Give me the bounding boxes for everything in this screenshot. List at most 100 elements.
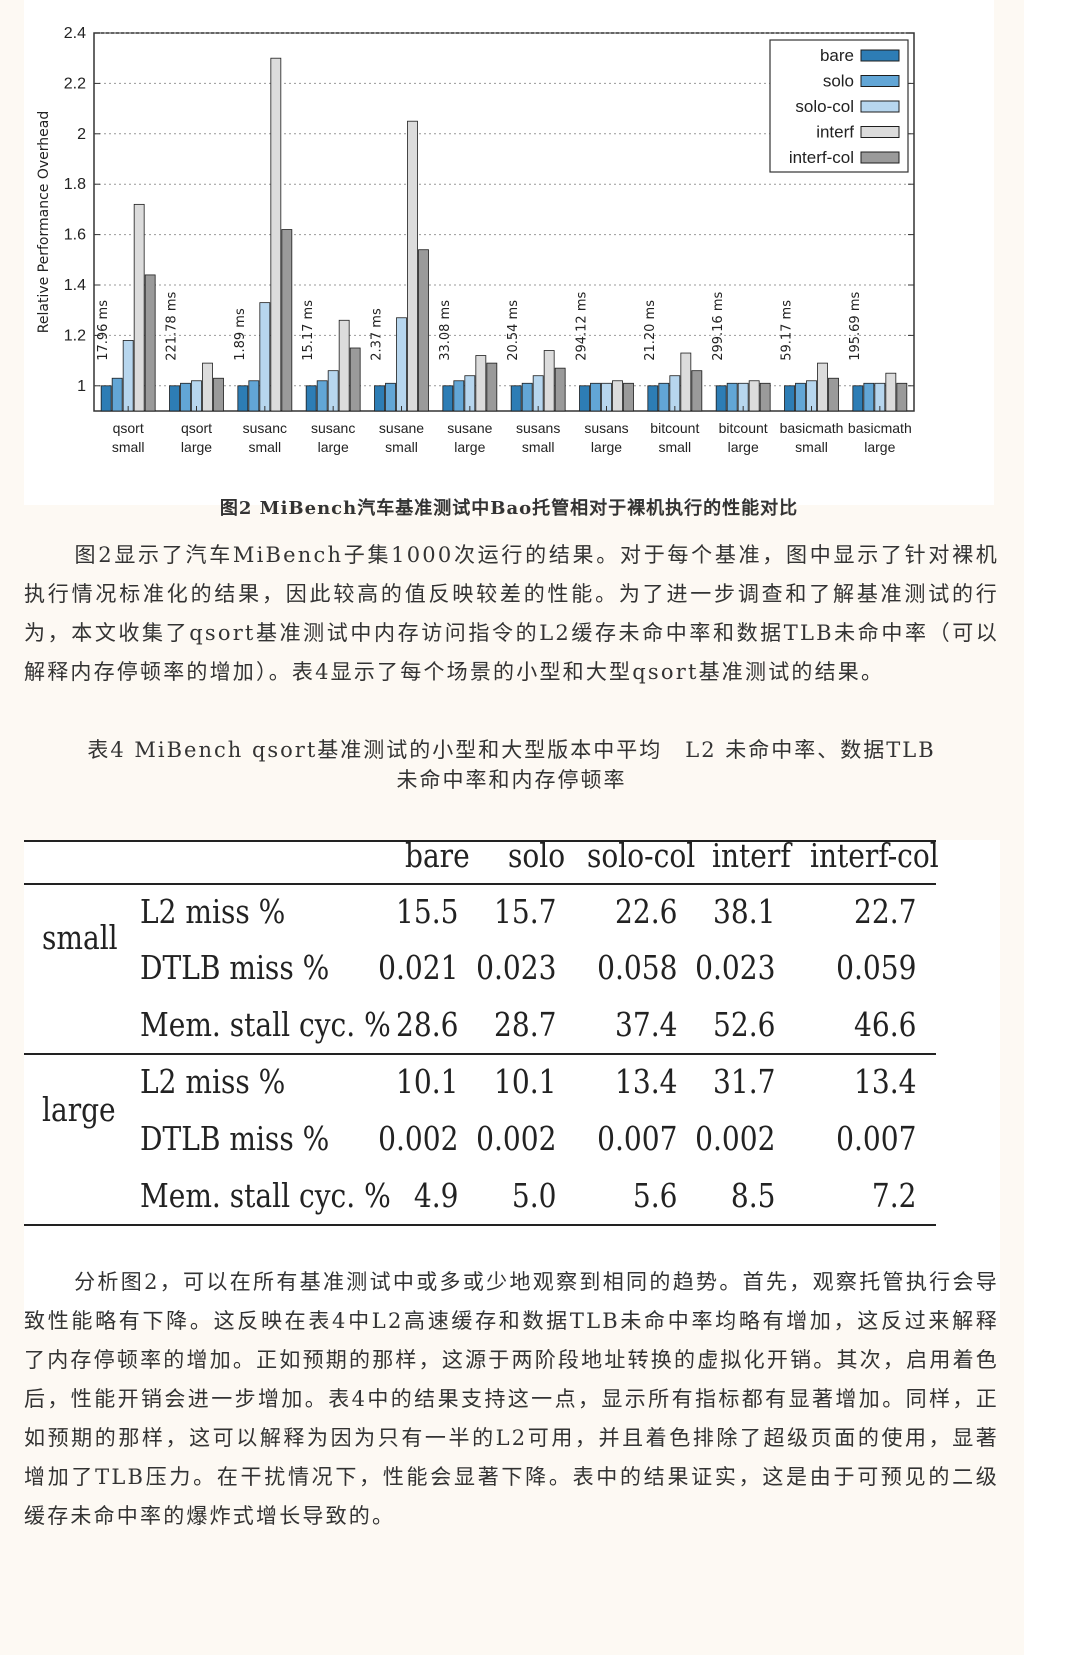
- bar-bare: [852, 385, 864, 412]
- legend-swatch: [860, 49, 900, 62]
- paragraph-1: 图2显示了汽车MiBench子集1000次运行的结果。对于每个基准，图中显示了针…: [24, 536, 999, 692]
- table-cell-value: 13.4: [853, 1062, 916, 1101]
- metric-label: L2 miss %: [140, 892, 286, 931]
- bar-solo-col: [122, 340, 134, 412]
- bar-interf: [407, 120, 418, 412]
- bar-interf: [338, 319, 350, 412]
- column-header: interf-col: [810, 836, 939, 875]
- x-tick-label: basicmath: [848, 420, 912, 436]
- table-cell-value: 0.058: [596, 948, 677, 987]
- table-cell-value: 31.7: [712, 1062, 775, 1101]
- y-tick-label: 1.6: [64, 227, 86, 244]
- x-tick-label: large: [728, 439, 759, 455]
- bar-interf-col: [896, 382, 908, 412]
- bar-solo: [316, 380, 328, 412]
- bar-bare: [374, 385, 385, 412]
- baseline-time-label: 294.12 ms: [575, 292, 590, 361]
- x-tick-label: susanc: [311, 420, 355, 436]
- baseline-time-label: 17.96 ms: [96, 300, 111, 361]
- table-cell-value: 28.6: [395, 1005, 458, 1044]
- bar-interf: [202, 362, 213, 412]
- x-tick-label: susane: [379, 420, 424, 436]
- bar-solo-col: [532, 375, 544, 412]
- bar-bare: [647, 385, 659, 412]
- bar-solo: [248, 380, 260, 412]
- bar-solo-col: [259, 302, 271, 412]
- x-tick-label: small: [795, 439, 828, 455]
- table-header-rule: [24, 883, 936, 885]
- metric-label: L2 miss %: [140, 1062, 286, 1101]
- baseline-time-label: 195.69 ms: [848, 292, 863, 361]
- table-cell-value: 37.4: [614, 1005, 677, 1044]
- table-cell-value: 0.059: [835, 948, 916, 987]
- bar-bare: [442, 385, 454, 412]
- metric-label: Mem. stall cyc. %: [140, 1005, 391, 1044]
- bar-interf: [270, 57, 282, 412]
- bar-interf: [475, 355, 487, 412]
- bar-interf-col: [554, 367, 566, 412]
- bar-interf-col: [418, 249, 429, 412]
- x-tick-label: small: [248, 439, 281, 455]
- bar-interf: [680, 352, 692, 412]
- figure-caption: 图2 MiBench汽车基准测试中Bao托管相对于裸机执行的性能对比: [219, 498, 799, 519]
- y-tick-label: 1: [77, 378, 86, 395]
- table-cell-value: 22.7: [853, 892, 916, 931]
- table-cell-value: 5.6: [632, 1176, 677, 1215]
- bar-chart: 1 1.2 1.4 1.6 1.8 2 2.2 2.4 Relative Performance…: [36, 25, 915, 455]
- table-bottom-rule: [24, 1224, 936, 1226]
- table-cell-value: 38.1: [712, 892, 775, 931]
- table-cell-value: 46.6: [853, 1005, 916, 1044]
- table-cell-value: 28.7: [493, 1005, 556, 1044]
- baseline-time-label: 15.17 ms: [301, 300, 316, 361]
- bar-interf-col: [828, 377, 839, 412]
- column-header: solo-col: [587, 836, 696, 875]
- column-header: solo: [508, 836, 566, 875]
- x-tick-label: large: [181, 439, 212, 455]
- legend-swatch: [860, 75, 900, 87]
- metric-label: DTLB miss %: [140, 948, 330, 987]
- table-cell-value: 15.7: [493, 892, 556, 931]
- bar-solo-col: [396, 317, 407, 412]
- bar-bare: [237, 385, 249, 412]
- table-cell-value: 0.023: [475, 948, 556, 987]
- x-tick-label: small: [522, 439, 555, 455]
- column-header: interf: [712, 836, 791, 875]
- bar-solo: [863, 382, 875, 412]
- bar-interf: [748, 380, 760, 412]
- bar-interf: [612, 380, 623, 412]
- y-tick-label: 1.4: [64, 277, 86, 294]
- table-cell-value: 0.007: [596, 1119, 677, 1158]
- table-cell-value: 7.2: [871, 1176, 916, 1215]
- bar-solo: [590, 382, 601, 412]
- table-cell-value: 15.5: [395, 892, 458, 931]
- paragraph-2-text: 分析图2，可以在所有基准测试中或多或少地观察到相同的趋势。首先，观察托管执行会导…: [24, 1270, 999, 1528]
- bar-bare: [100, 385, 112, 412]
- table-group-rule: [24, 1053, 936, 1055]
- x-tick-label: large: [591, 439, 622, 455]
- table-cell-value: 13.4: [614, 1062, 677, 1101]
- x-tick-label: small: [385, 439, 418, 455]
- table-cell-value: 0.002: [475, 1119, 556, 1158]
- legend-label: interf: [816, 123, 854, 142]
- table-top-rule: [24, 840, 936, 842]
- bar-interf-col: [213, 377, 224, 412]
- bar-interf-col: [281, 229, 293, 412]
- bar-interf-col: [759, 382, 771, 412]
- table-cell-value: 0.007: [835, 1119, 916, 1158]
- table-cell-value: 0.021: [377, 948, 458, 987]
- legend-label: interf-col: [789, 148, 854, 167]
- column-header: bare: [405, 836, 470, 875]
- group-label: large: [42, 1090, 116, 1129]
- legend-label: bare: [820, 46, 854, 65]
- bar-bare: [715, 385, 727, 412]
- bar-solo: [795, 382, 806, 412]
- table-cell-value: 0.002: [377, 1119, 458, 1158]
- bar-bare: [510, 385, 522, 412]
- table-cell-value: 10.1: [493, 1062, 556, 1101]
- bar-interf: [817, 362, 828, 412]
- bar-interf-col: [144, 274, 156, 412]
- paragraph-1-text: 图2显示了汽车MiBench子集1000次运行的结果。对于每个基准，图中显示了针…: [24, 543, 999, 684]
- metric-label: DTLB miss %: [140, 1119, 330, 1158]
- legend-swatch: [860, 126, 900, 138]
- baseline-time-label: 221.78 ms: [165, 292, 180, 361]
